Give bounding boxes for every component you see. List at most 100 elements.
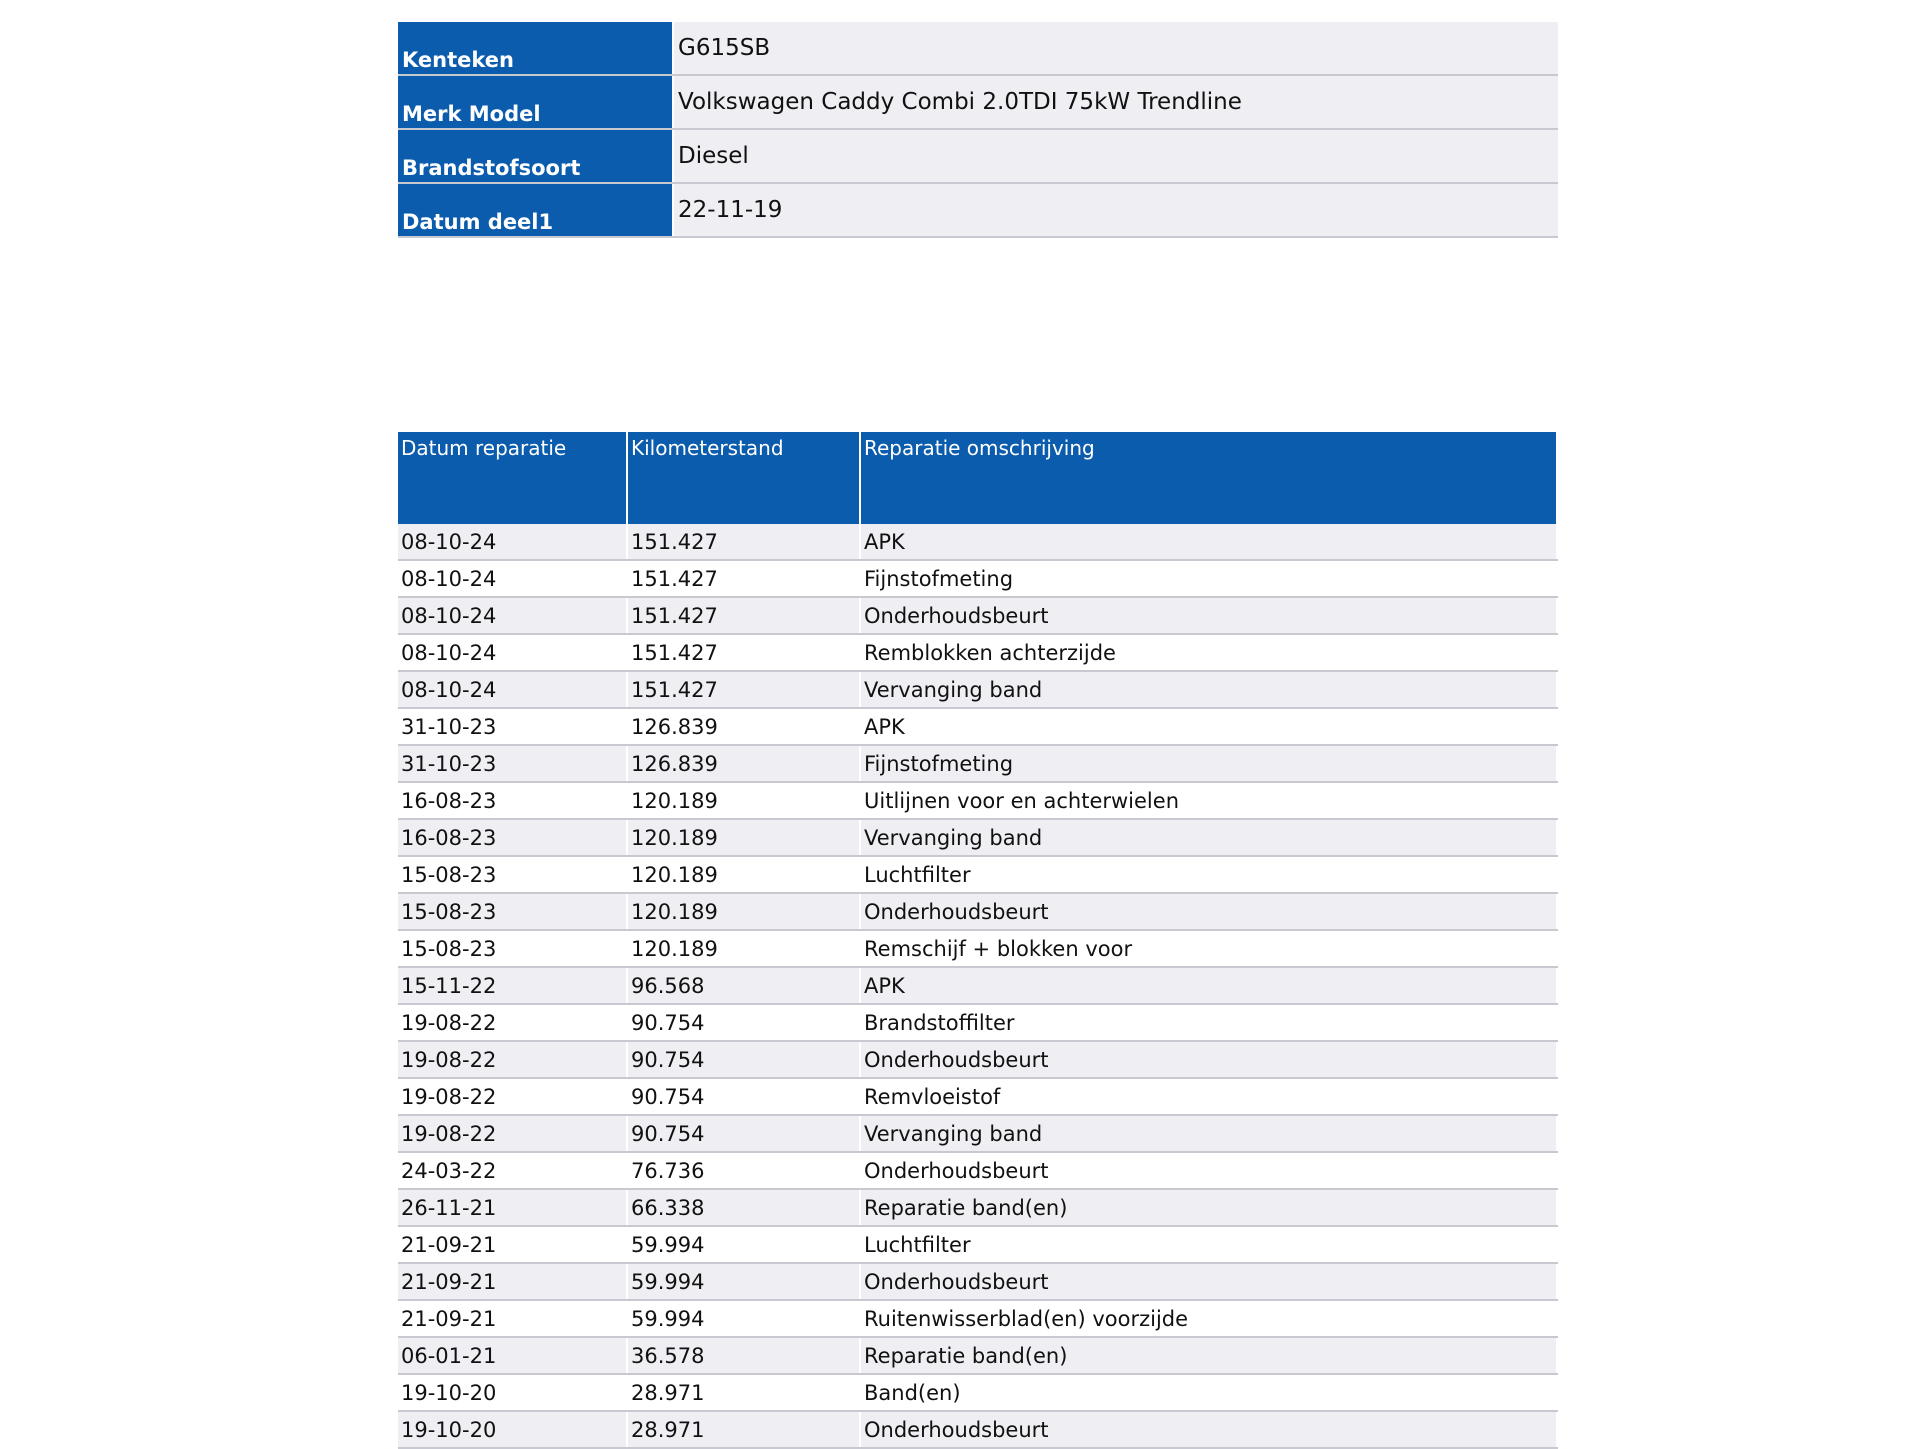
repair-cell: 16-08-23: [398, 819, 628, 857]
repair-cell: 19-08-22: [398, 1004, 628, 1042]
repair-row: 21-09-21 59.994 Ruitenwisserblad(en) voorz…: [398, 1300, 1558, 1338]
repair-cell: 126.839: [627, 745, 861, 783]
repair-cell: Onderhoudsbeurt: [860, 597, 1558, 635]
repair-row: 08-10-24 151.427 APK: [398, 524, 1558, 561]
repair-cell: 08-10-24: [398, 560, 628, 598]
column-header: Kilometerstand: [627, 432, 861, 524]
repair-cell: Onderhoudsbeurt: [860, 1411, 1558, 1449]
repair-cell: Remvloeistof: [860, 1078, 1558, 1116]
vehicle-table: Kenteken G615SB Merk Model Volkswagen Caddy…: [398, 22, 1558, 238]
repair-cell: 19-08-22: [398, 1078, 628, 1116]
repair-cell: 19-10-20: [398, 1374, 628, 1412]
repair-cell: 16-08-23: [398, 782, 628, 820]
repair-row: 26-11-21 66.338 Reparatie band(en): [398, 1189, 1558, 1227]
repair-cell: 151.427: [627, 671, 861, 709]
repair-row: 24-03-22 76.736 Onderhoudsbeurt: [398, 1152, 1558, 1190]
repairs-table: Datum reparatie Kilometerstand Reparatie o…: [398, 432, 1558, 1449]
repair-cell: Uitlijnen voor en achterwielen: [860, 782, 1558, 820]
repair-cell: 19-08-22: [398, 1041, 628, 1079]
repair-cell: 21-09-21: [398, 1226, 628, 1264]
repair-cell: 90.754: [627, 1115, 861, 1153]
repair-cell: 28.971: [627, 1374, 861, 1412]
repair-cell: 90.754: [627, 1004, 861, 1042]
repair-cell: 15-08-23: [398, 856, 628, 894]
repair-cell: 151.427: [627, 560, 861, 598]
repair-row: 16-08-23 120.189 Vervanging band: [398, 819, 1558, 857]
repair-cell: 120.189: [627, 930, 861, 968]
repair-cell: 90.754: [627, 1078, 861, 1116]
repair-row: 16-08-23 120.189 Uitlijnen voor en achterw…: [398, 782, 1558, 820]
field-label: Merk Model: [398, 75, 674, 130]
repair-cell: 26-11-21: [398, 1189, 628, 1227]
repair-row: 19-08-22 90.754 Onderhoudsbeurt: [398, 1041, 1558, 1079]
repair-cell: 59.994: [627, 1226, 861, 1264]
repair-row: 08-10-24 151.427 Vervanging band: [398, 671, 1558, 709]
repair-cell: 76.736: [627, 1152, 861, 1190]
repair-cell: Vervanging band: [860, 671, 1558, 709]
vehicle-row: Kenteken G615SB: [398, 22, 1558, 76]
repair-cell: 90.754: [627, 1041, 861, 1079]
field-value: G615SB: [673, 22, 1558, 76]
repair-cell: Reparatie band(en): [860, 1337, 1558, 1375]
repair-cell: 120.189: [627, 893, 861, 931]
repair-cell: 151.427: [627, 634, 861, 672]
vehicle-row: Brandstofsoort Diesel: [398, 129, 1558, 184]
repair-row: 19-08-22 90.754 Vervanging band: [398, 1115, 1558, 1153]
repair-cell: 15-11-22: [398, 967, 628, 1005]
repair-cell: Remschijf + blokken voor: [860, 930, 1558, 968]
repair-cell: 19-10-20: [398, 1411, 628, 1449]
repair-cell: 151.427: [627, 524, 861, 561]
column-header: Reparatie omschrijving: [860, 432, 1558, 524]
repair-cell: 59.994: [627, 1263, 861, 1301]
repair-cell: Ruitenwisserblad(en) voorzijde: [860, 1300, 1558, 1338]
repair-cell: 36.578: [627, 1337, 861, 1375]
repair-cell: Vervanging band: [860, 819, 1558, 857]
repair-row: 31-10-23 126.839 APK: [398, 708, 1558, 746]
repair-cell: APK: [860, 967, 1558, 1005]
repair-row: 31-10-23 126.839 Fijnstofmeting: [398, 745, 1558, 783]
repair-cell: Onderhoudsbeurt: [860, 1041, 1558, 1079]
field-value: Volkswagen Caddy Combi 2.0TDI 75kW Trend…: [673, 75, 1558, 130]
repair-cell: Reparatie band(en): [860, 1189, 1558, 1227]
repair-row: 15-08-23 120.189 Luchtfilter: [398, 856, 1558, 894]
repair-cell: Luchtfilter: [860, 1226, 1558, 1264]
repair-cell: 24-03-22: [398, 1152, 628, 1190]
repair-cell: 08-10-24: [398, 671, 628, 709]
repair-cell: 19-08-22: [398, 1115, 628, 1153]
field-value: Diesel: [673, 129, 1558, 184]
repair-cell: 21-09-21: [398, 1300, 628, 1338]
repair-cell: 31-10-23: [398, 708, 628, 746]
repair-row: 21-09-21 59.994 Luchtfilter: [398, 1226, 1558, 1264]
repair-cell: Fijnstofmeting: [860, 560, 1558, 598]
repair-row: 08-10-24 151.427 Remblokken achterzijde: [398, 634, 1558, 672]
repair-row: 19-10-20 28.971 Band(en): [398, 1374, 1558, 1412]
repair-cell: 31-10-23: [398, 745, 628, 783]
repair-row: 15-11-22 96.568 APK: [398, 967, 1558, 1005]
repair-cell: Onderhoudsbeurt: [860, 1152, 1558, 1190]
repair-row: 15-08-23 120.189 Remschijf + blokken voor: [398, 930, 1558, 968]
repair-cell: APK: [860, 708, 1558, 746]
repair-cell: 126.839: [627, 708, 861, 746]
repair-cell: Fijnstofmeting: [860, 745, 1558, 783]
repair-cell: 120.189: [627, 782, 861, 820]
repair-cell: Onderhoudsbeurt: [860, 1263, 1558, 1301]
vehicle-row: Datum deel1 22-11-19: [398, 183, 1558, 238]
repair-row: 19-10-20 28.971 Onderhoudsbeurt: [398, 1411, 1558, 1449]
repair-cell: 151.427: [627, 597, 861, 635]
repair-cell: 21-09-21: [398, 1263, 628, 1301]
repair-row: 19-08-22 90.754 Brandstoffilter: [398, 1004, 1558, 1042]
repair-row: 21-09-21 59.994 Onderhoudsbeurt: [398, 1263, 1558, 1301]
field-value: 22-11-19: [673, 183, 1558, 238]
repair-cell: 06-01-21: [398, 1337, 628, 1375]
repair-cell: Onderhoudsbeurt: [860, 893, 1558, 931]
repair-row: 19-08-22 90.754 Remvloeistof: [398, 1078, 1558, 1116]
repair-cell: 28.971: [627, 1411, 861, 1449]
repair-row: 08-10-24 151.427 Fijnstofmeting: [398, 560, 1558, 598]
repair-row: 08-10-24 151.427 Onderhoudsbeurt: [398, 597, 1558, 635]
field-label: Kenteken: [398, 22, 674, 76]
field-label: Brandstofsoort: [398, 129, 674, 184]
repair-cell: 15-08-23: [398, 893, 628, 931]
repair-cell: Band(en): [860, 1374, 1558, 1412]
repair-cell: APK: [860, 524, 1558, 561]
